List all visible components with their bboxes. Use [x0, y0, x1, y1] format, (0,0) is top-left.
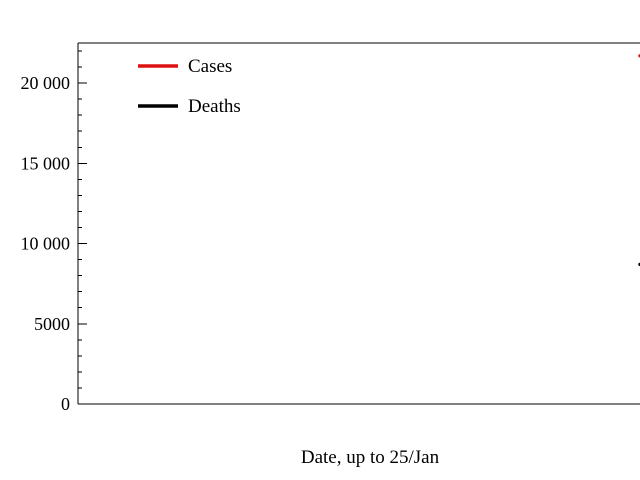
plot-frame: [77, 42, 640, 405]
y-tick-label: 20 000: [21, 73, 71, 93]
y-tick-label: 10 000: [21, 234, 71, 254]
y-tick-label: 0: [61, 394, 70, 414]
y-tick-label: 5000: [34, 314, 70, 334]
x-axis-title: Date, up to 25/Jan: [301, 447, 440, 468]
legend: Cases Deaths: [138, 56, 241, 117]
legend-label-deaths: Deaths: [188, 96, 241, 117]
y-tick-label: 15 000: [21, 153, 71, 173]
axis-ticks: [78, 50, 87, 405]
legend-label-cases: Cases: [188, 56, 232, 77]
